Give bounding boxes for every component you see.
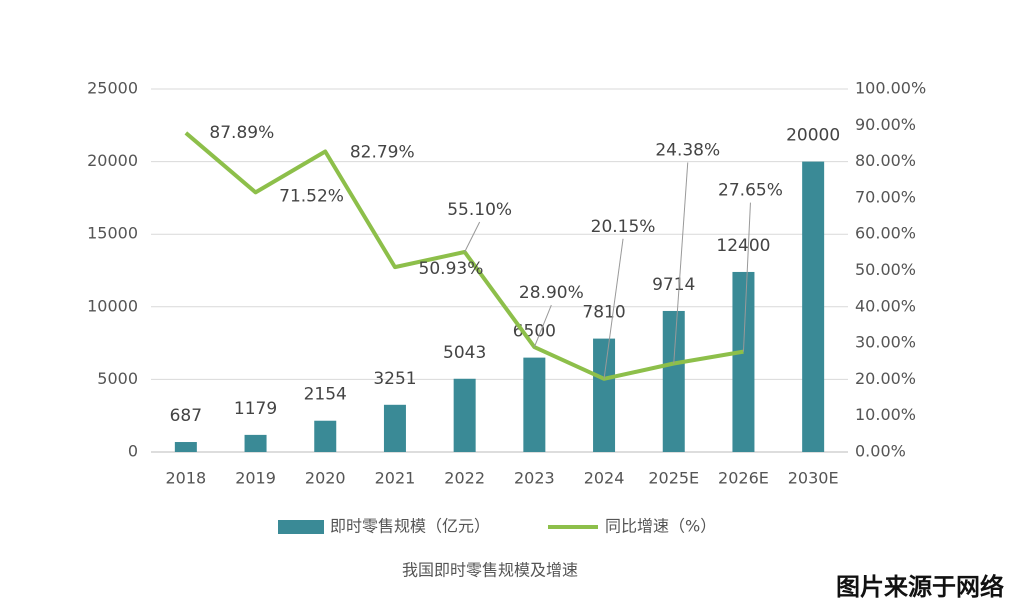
leader-line	[464, 221, 481, 253]
y-tick-label: 20000	[87, 151, 138, 170]
line-value-label: 82.79%	[350, 142, 415, 162]
leader-line	[533, 304, 552, 348]
line-value-label: 71.52%	[279, 186, 344, 206]
x-tick-label: 2030E	[788, 469, 839, 488]
x-tick-label: 2021	[375, 469, 416, 488]
y2-tick-label: 50.00%	[855, 260, 916, 279]
bar	[662, 310, 685, 452]
bar-value-label: 9714	[652, 275, 695, 295]
leader-line	[603, 238, 624, 379]
y2-tick-label: 0.00%	[855, 442, 906, 461]
y-tick-label: 25000	[87, 79, 138, 98]
bar-value-label: 1179	[234, 399, 277, 419]
line-value-label: 24.38%	[655, 141, 720, 161]
x-tick-label: 2019	[235, 469, 276, 488]
bar	[593, 338, 616, 452]
legend-swatch	[278, 520, 324, 534]
x-tick-label: 2022	[444, 469, 485, 488]
x-tick-label: 2024	[584, 469, 625, 488]
y2-tick-label: 80.00%	[855, 151, 916, 170]
bar	[314, 420, 337, 452]
bar	[383, 404, 406, 452]
bar	[174, 442, 197, 452]
bar-value-label: 6500	[513, 322, 556, 342]
bar-value-label: 3251	[373, 369, 416, 389]
watermark: 图片来源于网络	[836, 573, 1004, 601]
x-tick-label: 2020	[305, 469, 346, 488]
legend-label: 即时零售规模（亿元）	[330, 517, 490, 536]
y-tick-label: 10000	[87, 296, 138, 315]
y2-tick-label: 60.00%	[855, 224, 916, 243]
line-value-label: 28.90%	[519, 283, 584, 303]
x-tick-label: 2018	[165, 469, 206, 488]
y2-tick-label: 40.00%	[855, 296, 916, 315]
leader-line	[742, 202, 751, 352]
bar-value-label: 5043	[443, 343, 486, 363]
y-tick-label: 0	[128, 442, 138, 461]
y-tick-label: 15000	[87, 224, 138, 243]
bar	[732, 271, 755, 452]
legend-label: 同比增速（%）	[605, 517, 716, 536]
bar	[453, 378, 476, 452]
x-tick-label: 2023	[514, 469, 555, 488]
line-value-label: 27.65%	[718, 181, 783, 201]
caption: 我国即时零售规模及增速	[402, 561, 578, 580]
bar-value-label: 7810	[582, 303, 625, 323]
line-value-label: 55.10%	[447, 200, 512, 220]
x-tick-label: 2025E	[648, 469, 699, 488]
leader-line	[673, 162, 689, 364]
y-tick-label: 5000	[97, 369, 138, 388]
y2-tick-label: 90.00%	[855, 115, 916, 134]
bar-value-label: 12400	[716, 236, 770, 256]
bar-value-label: 2154	[304, 385, 347, 405]
bar-value-label: 687	[170, 406, 202, 426]
line-value-label: 20.15%	[591, 217, 656, 237]
y2-tick-label: 70.00%	[855, 187, 916, 206]
line-value-label: 87.89%	[209, 123, 274, 143]
y2-tick-label: 10.00%	[855, 405, 916, 424]
bar	[244, 434, 267, 452]
bar-value-label: 20000	[786, 126, 840, 146]
bar	[523, 357, 546, 452]
y2-tick-label: 30.00%	[855, 333, 916, 352]
line-value-label: 50.93%	[419, 259, 484, 279]
x-tick-label: 2026E	[718, 469, 769, 488]
bar	[802, 161, 825, 452]
y2-tick-label: 100.00%	[855, 79, 926, 98]
y2-tick-label: 20.00%	[855, 369, 916, 388]
